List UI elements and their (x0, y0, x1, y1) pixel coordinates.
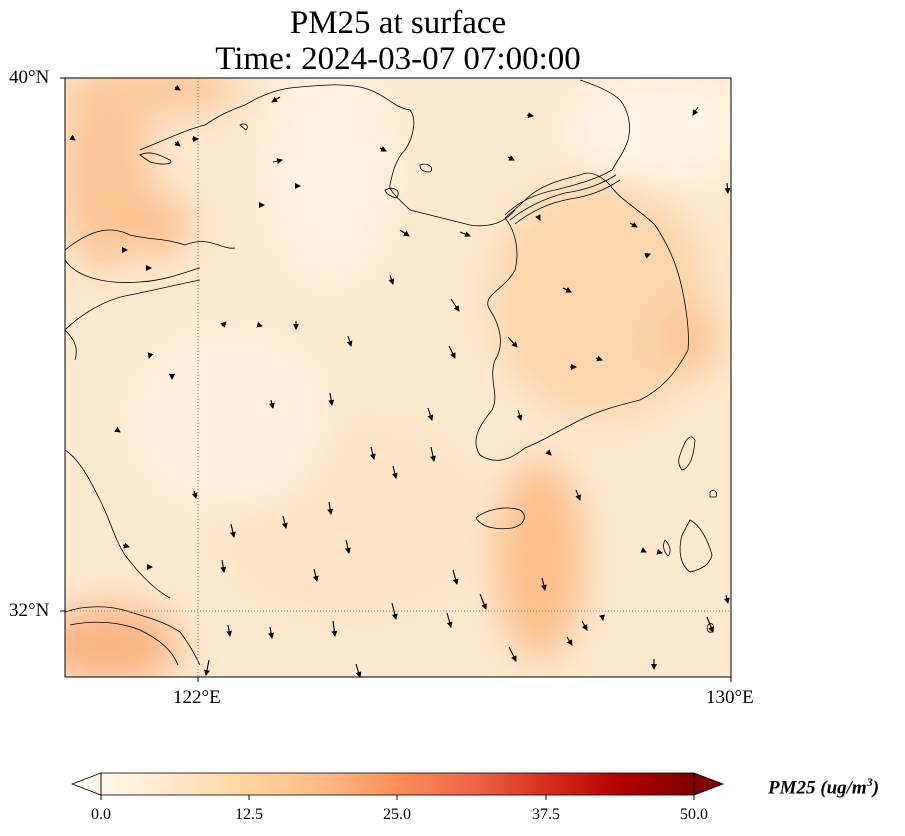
wind-arrow (656, 548, 663, 555)
wind-vectors (69, 84, 731, 678)
colorbar-tick-label: 50.0 (680, 806, 708, 823)
wind-arrow (379, 146, 387, 152)
wind-arrow (595, 355, 603, 362)
wind-arrow (391, 465, 398, 479)
wind-arrow (507, 155, 515, 161)
wind-arrow (507, 336, 518, 348)
lon-label-130e: 130°E (706, 687, 754, 708)
coastlines (65, 79, 717, 666)
wind-arrow (174, 84, 181, 91)
wind-arrow (220, 559, 227, 573)
axis-ticks (60, 77, 732, 682)
wind-arrow (427, 407, 434, 421)
pm25-field (65, 78, 731, 677)
wind-arrow (229, 523, 236, 538)
lon-label-122e: 122°E (173, 687, 221, 708)
wind-arrow (114, 426, 121, 433)
wind-arrow (281, 515, 288, 529)
wind-arrow (355, 663, 362, 678)
wind-arrow (448, 345, 456, 359)
wind-arrow (545, 449, 552, 456)
wind-arrow (452, 569, 459, 585)
map-title-line1: PM25 at surface (289, 5, 507, 41)
wind-arrow (540, 577, 547, 591)
wind-arrow (174, 140, 181, 147)
wind-arrow (331, 620, 338, 637)
wind-arrow (430, 446, 436, 462)
wind-arrow (706, 616, 714, 633)
wind-arrow (508, 646, 517, 662)
wind-arrow (327, 501, 334, 515)
wind-arrow (226, 624, 233, 637)
wind-arrow (369, 446, 376, 460)
wind-arrow (268, 626, 275, 639)
wind-arrow (692, 106, 699, 116)
wind-arrow (562, 287, 572, 293)
wind-arrow (399, 229, 410, 237)
graticule (65, 78, 731, 677)
wind-arrow (459, 231, 471, 237)
wind-arrow (581, 620, 588, 631)
wind-arrow (122, 542, 130, 549)
lat-label-32n: 32°N (9, 600, 50, 621)
lat-label-40n: 40°N (9, 67, 50, 88)
wind-arrow (344, 539, 351, 554)
wind-arrow (256, 321, 263, 328)
colorbar-tick-label: 37.5 (532, 806, 560, 823)
wind-arrow (516, 409, 523, 421)
colorbar-extend-min (70, 772, 102, 796)
wind-arrow (272, 158, 283, 165)
wind-arrow (328, 392, 335, 406)
wind-arrow (191, 490, 198, 499)
wind-arrow (346, 335, 353, 347)
wind-arrow (566, 636, 573, 646)
wind-arrow (640, 547, 647, 553)
wind-arrow (446, 612, 453, 628)
wind-arrow (391, 602, 398, 620)
wind-arrow (450, 298, 460, 312)
wind-arrow (644, 253, 651, 259)
wind-arrow (69, 134, 76, 141)
wind-arrow (388, 274, 395, 285)
wind-arrow (599, 614, 605, 621)
wind-arrow (271, 96, 281, 103)
colorbar-unit-label: PM25 (ug/m3) (768, 775, 880, 799)
wind-arrow (268, 399, 275, 409)
map-frame (64, 77, 732, 678)
colorbar-tick-label: 12.5 (235, 806, 263, 823)
wind-arrow (629, 221, 638, 228)
wind-arrow (535, 214, 541, 221)
wind-arrow (312, 568, 319, 582)
wind-arrow (575, 489, 581, 501)
wind-arrow (204, 659, 210, 676)
wind-arrow (479, 593, 487, 610)
wind-arrow (220, 321, 227, 328)
colorbar-tick-label: 25.0 (383, 806, 411, 823)
wind-arrow (724, 182, 731, 194)
map-title-line2: Time: 2024-03-07 07:00:00 (215, 41, 581, 77)
wind-arrow (723, 594, 730, 604)
colorbar (70, 772, 725, 800)
wind-arrow (526, 112, 534, 119)
colorbar-tick-label: 0.0 (91, 806, 111, 823)
colorbar-extend-max (693, 772, 725, 796)
wind-arrow (147, 352, 154, 359)
